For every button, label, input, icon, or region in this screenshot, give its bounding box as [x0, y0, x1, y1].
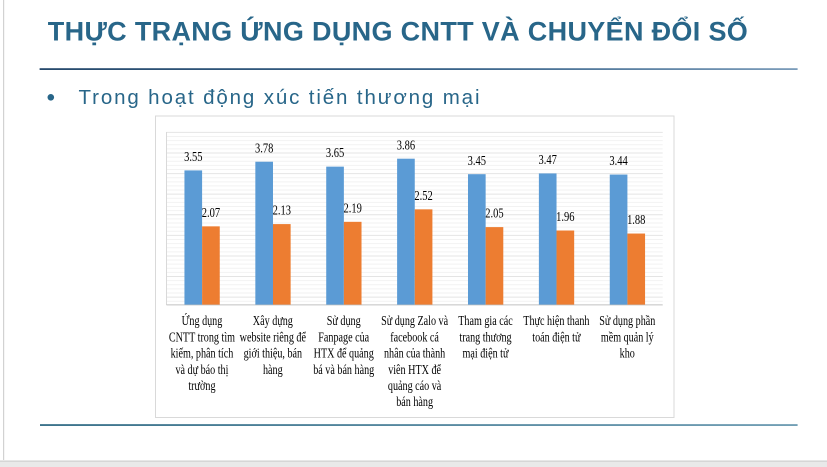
svg-text:2.52: 2.52 — [414, 187, 432, 203]
svg-text:Fanpage của: Fanpage của — [318, 329, 369, 345]
svg-text:nhân của thành: nhân của thành — [384, 345, 445, 361]
svg-text:kiếm, phân tích: kiếm, phân tích — [171, 345, 234, 361]
svg-text:bán hàng: bán hàng — [396, 394, 433, 410]
svg-text:2.19: 2.19 — [344, 200, 362, 216]
svg-text:Thực hiện thanh: Thực hiện thanh — [523, 313, 589, 329]
svg-text:mềm quản lý: mềm quản lý — [601, 329, 654, 345]
svg-text:giới thiệu, bán: giới thiệu, bán — [244, 345, 302, 361]
svg-text:2.07: 2.07 — [202, 205, 220, 221]
svg-text:Sử dụng phần: Sử dụng phần — [599, 313, 655, 329]
svg-text:kho: kho — [620, 345, 635, 361]
svg-text:website riêng để: website riêng để — [240, 329, 307, 345]
svg-text:Sử dụng: Sử dụng — [327, 313, 361, 329]
svg-text:1.88: 1.88 — [627, 212, 645, 228]
svg-text:Tham gia các: Tham gia các — [458, 313, 512, 329]
svg-text:và dự báo thị: và dự báo thị — [175, 361, 229, 377]
svg-text:3.45: 3.45 — [468, 152, 486, 168]
svg-text:3.65: 3.65 — [326, 145, 344, 161]
svg-text:THỰC TRẠNG ỨNG DỤNG CNTT VÀ CH: THỰC TRẠNG ỨNG DỤNG CNTT VÀ CHUYỂN ĐỔI S… — [48, 15, 748, 47]
svg-text:bá và bán hàng: bá và bán hàng — [313, 361, 374, 377]
svg-text:3.86: 3.86 — [397, 137, 415, 153]
svg-text:3.44: 3.44 — [609, 153, 627, 169]
svg-text:Trong hoạt động xúc tiến thươn: Trong hoạt động xúc tiến thương mại — [79, 86, 480, 109]
svg-text:HTX để quảng: HTX để quảng — [314, 345, 374, 361]
svg-text:3.55: 3.55 — [184, 149, 202, 165]
svg-text:hàng: hàng — [263, 361, 283, 377]
svg-text:CNTT trong tìm: CNTT trong tìm — [169, 329, 236, 345]
svg-text:3.47: 3.47 — [539, 152, 557, 168]
svg-text:3.78: 3.78 — [255, 140, 273, 156]
svg-text:1.96: 1.96 — [556, 209, 574, 225]
svg-text:facebook cá: facebook cá — [390, 329, 439, 345]
svg-text:toán điện tử: toán điện tử — [532, 329, 581, 345]
svg-text:mại điện tử: mại điện tử — [463, 345, 509, 361]
svg-text:2.05: 2.05 — [485, 205, 503, 221]
svg-text:trang thương: trang thương — [459, 329, 511, 345]
svg-text:trường: trường — [188, 378, 215, 394]
svg-text:viên HTX để: viên HTX để — [388, 361, 441, 377]
svg-text:Ứng dụng: Ứng dụng — [182, 313, 223, 329]
svg-text:Sử dụng Zalo và: Sử dụng Zalo và — [381, 313, 449, 329]
svg-text:Xây dựng: Xây dựng — [253, 313, 293, 329]
svg-text:2.13: 2.13 — [273, 202, 291, 218]
svg-text:quảng cáo và: quảng cáo và — [388, 378, 442, 394]
